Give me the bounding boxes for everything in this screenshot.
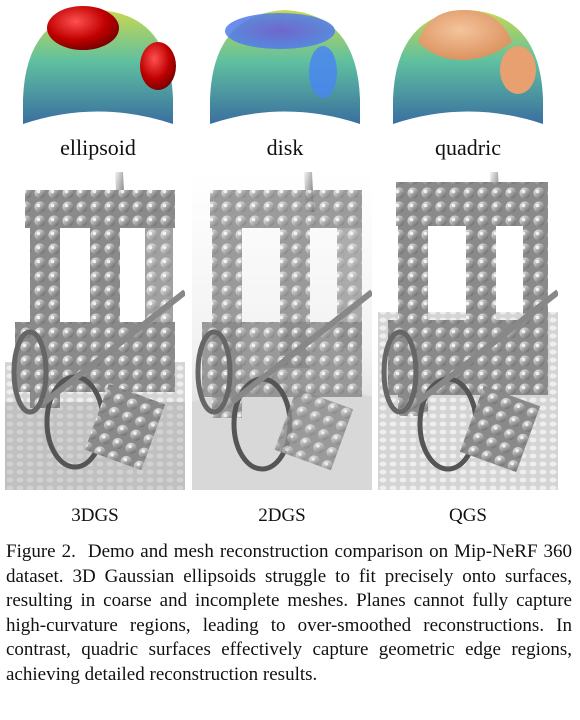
mesh-render-2dgs: [192, 172, 372, 490]
label-ellipsoid: ellipsoid: [18, 135, 178, 161]
mesh-render-qgs: [378, 172, 558, 490]
ellipsoid-splat-illustration: [18, 4, 178, 124]
label-disk: disk: [205, 135, 365, 161]
label-2dgs: 2DGS: [192, 505, 372, 527]
mesh-render-3dgs: [5, 172, 185, 490]
caption-text: Demo and mesh reconstruction comparison …: [6, 541, 572, 685]
label-qgs: QGS: [378, 505, 558, 527]
label-quadric: quadric: [388, 135, 548, 161]
disk-splat-illustration: [205, 4, 365, 124]
quadric-splat-illustration: [388, 4, 548, 124]
label-3dgs: 3DGS: [5, 505, 185, 527]
figure-caption: Figure 2. Demo and mesh reconstruction c…: [6, 540, 572, 687]
figure-label: Figure 2.: [6, 541, 76, 562]
